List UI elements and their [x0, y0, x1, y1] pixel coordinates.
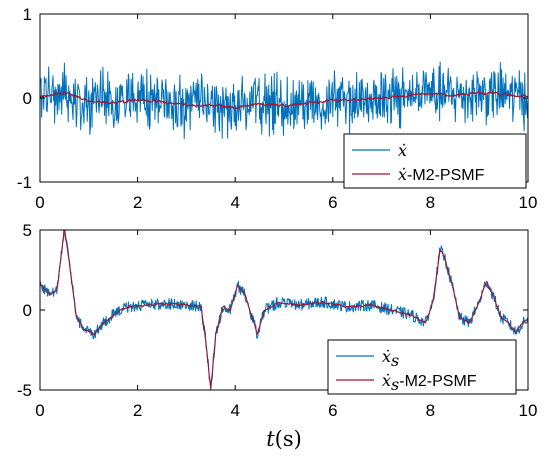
x-axis-label: t(s) [266, 427, 302, 451]
y-tick-label: -1 [17, 173, 32, 192]
legend-entry: ẋs [382, 347, 399, 370]
x-tick-label: 2 [133, 193, 142, 212]
x-tick-label: 8 [426, 401, 435, 420]
legend-symbol: ẋ [382, 347, 391, 366]
legend-symbol: ẋ [382, 371, 391, 390]
legend-entry: ẋ-M2-PSMF [398, 165, 485, 184]
x-tick-label: 2 [133, 401, 142, 420]
legend-entry: ẋs-M2-PSMF [382, 371, 477, 394]
x-tick-label: 8 [426, 193, 435, 212]
x-tick-label: 0 [35, 193, 44, 212]
legend-subscript: s [391, 351, 399, 370]
y-tick-label: 0 [23, 89, 32, 108]
y-tick-label: 0 [23, 301, 32, 320]
x-tick-label: 10 [519, 401, 538, 420]
legend-box [327, 339, 517, 395]
legend-symbol: ẋ [398, 165, 407, 184]
x-tick-label: 6 [328, 401, 337, 420]
x-tick-label: 0 [35, 401, 44, 420]
legend: ẋẋ-M2-PSMF [343, 133, 527, 189]
legend-box [343, 133, 527, 189]
x-tick-label: 10 [519, 193, 538, 212]
y-tick-label: 5 [23, 221, 32, 240]
series-line-filtered [40, 230, 528, 390]
series-line-measured [40, 61, 528, 140]
y-tick-label: 1 [23, 5, 32, 24]
series-line-filtered [40, 91, 528, 109]
x-tick-label: 6 [328, 193, 337, 212]
legend-subscript: s [391, 375, 399, 394]
legend-suffix: -M2-PSMF [399, 373, 477, 390]
x-tick-label: 4 [230, 193, 239, 212]
legend-symbol: ẋ [398, 141, 407, 160]
legend-suffix: -M2-PSMF [407, 167, 485, 184]
y-tick-label: -5 [17, 381, 32, 400]
x-tick-label: 4 [230, 401, 239, 420]
legend-entry: ẋ [398, 141, 407, 160]
